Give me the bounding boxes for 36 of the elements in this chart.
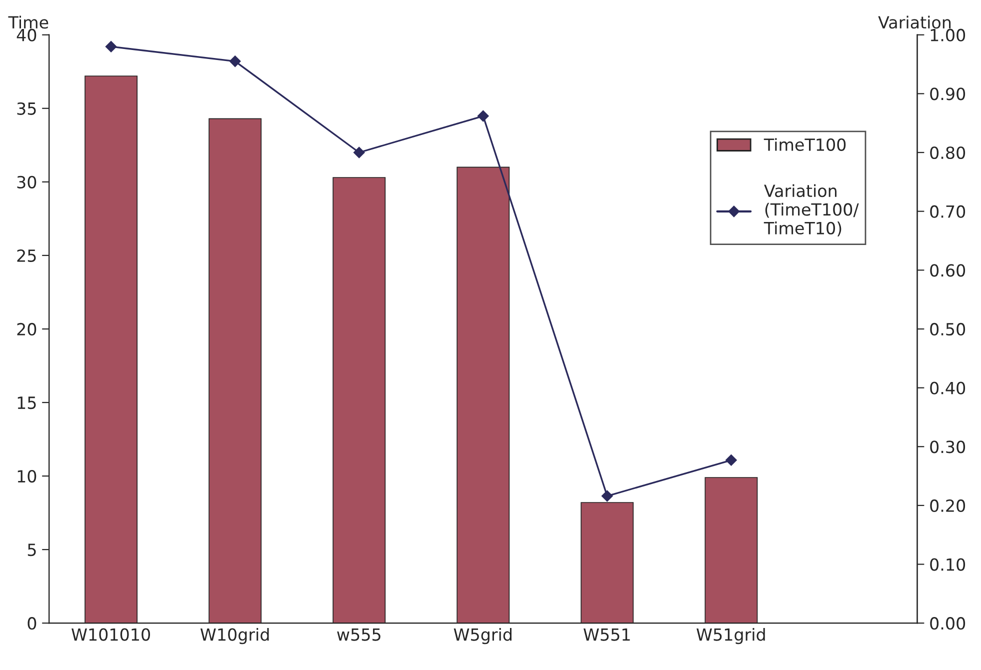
y2-tick-label: 0.50 (930, 322, 966, 336)
point (726, 454, 737, 466)
y-tick-label: 30 (17, 176, 36, 188)
y2-tick-label: 0.40 (930, 382, 966, 394)
point (602, 490, 613, 502)
x-tick-label: W551 (584, 628, 630, 641)
y2-tick-label: 0.00 (930, 617, 966, 630)
x-tick-label: W5grid (454, 628, 512, 644)
y-tick-label: 20 (17, 322, 36, 336)
y2-tick-label: 0.80 (930, 146, 966, 160)
y-tick-label: 40 (16, 28, 36, 42)
y-tick-label: 15 (18, 396, 36, 410)
y2-axis-title: Variation (878, 16, 951, 29)
y-tick-label: 10 (18, 470, 36, 483)
legend-label: Variation (TimeT100/ TimeT10) (764, 184, 859, 236)
y2-tick-label: 0.70 (930, 205, 966, 218)
point (478, 110, 489, 122)
y2-tick-label: 1.00 (930, 28, 966, 42)
y2-tick-label: 0.20 (930, 499, 966, 512)
y-axis-title: Time (8, 16, 48, 29)
x-tick-label: W101010 (72, 628, 150, 641)
y2-tick-label: 0.30 (930, 440, 966, 454)
y2-tick-label: 0.60 (930, 264, 966, 277)
point (105, 41, 117, 52)
x-tick-label: w555 (337, 628, 380, 641)
y2-tick-label: 0.10 (930, 558, 966, 571)
point (354, 146, 365, 158)
y-tick-label: 25 (17, 249, 36, 262)
x-tick-label: W10grid (200, 628, 269, 644)
point (229, 56, 241, 67)
y2-tick-label: 0.90 (930, 88, 966, 100)
y-tick-label: 0 (28, 617, 36, 630)
x-tick-label: W51grid (696, 628, 765, 644)
y-tick-label: 35 (17, 102, 36, 115)
y-tick-label: 5 (28, 544, 36, 556)
legend-label: TimeT100 (764, 138, 846, 151)
